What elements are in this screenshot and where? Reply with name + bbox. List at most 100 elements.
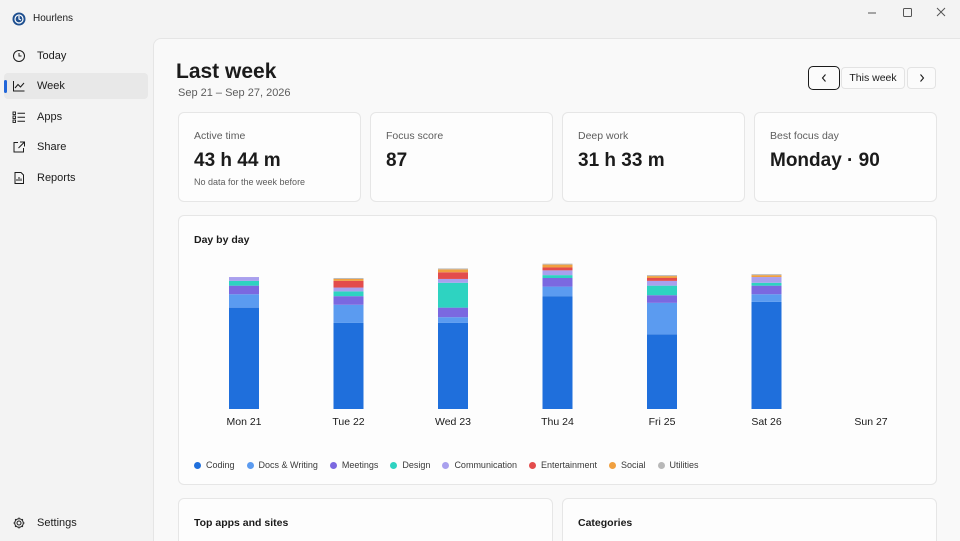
legend-label: Meetings bbox=[341, 460, 379, 470]
stat-card-best-focus-day: Best focus day Monday · 90 bbox=[754, 112, 937, 202]
sidebar-item-label: Apps bbox=[37, 111, 63, 123]
legend-label: Entertainment bbox=[540, 460, 597, 470]
bar-segment-coding-wed-23[interactable] bbox=[438, 322, 468, 409]
bar-segment-coding-thu-24[interactable] bbox=[542, 296, 573, 409]
stat-label: Active time bbox=[194, 130, 246, 142]
bar-segment-coding-fri-25[interactable] bbox=[647, 334, 677, 409]
bar-segment-entertainment-tue-22[interactable] bbox=[333, 280, 364, 288]
sidebar-item-label: Week bbox=[37, 80, 65, 92]
sidebar-item-apps[interactable]: Apps bbox=[4, 104, 148, 130]
sidebar-item-today[interactable]: Today bbox=[4, 43, 148, 69]
bar-segment-design-fri-25[interactable] bbox=[647, 285, 677, 296]
main-content: Last week Sep 21 – Sep 27, 2026 This wee… bbox=[153, 38, 960, 541]
bar-segment-coding-mon-21[interactable] bbox=[229, 307, 259, 409]
stat-note: No data for the week before bbox=[194, 177, 306, 187]
day-by-day-card: Day by day Mon 21 Tue 22 Wed 23 Thu 24 Fri 2… bbox=[178, 215, 937, 485]
bar-segment-docs-writing-tue-22[interactable] bbox=[333, 304, 364, 323]
stat-label: Focus score bbox=[386, 130, 444, 142]
bar-segment-social-thu-24[interactable] bbox=[542, 264, 573, 268]
sidebar-item-reports[interactable]: Reports bbox=[4, 165, 148, 191]
bar-segment-communication-wed-23[interactable] bbox=[438, 278, 468, 283]
active-indicator bbox=[4, 80, 7, 93]
sidebar-item-week[interactable]: Week bbox=[4, 73, 148, 99]
bar-segment-meetings-mon-21[interactable] bbox=[229, 285, 259, 295]
legend-item: Communication bbox=[442, 460, 517, 470]
legend-label: Utilities bbox=[669, 460, 699, 470]
sidebar-item-label: Reports bbox=[37, 172, 76, 184]
legend-swatch bbox=[442, 461, 450, 469]
bar-segment-design-sat-26[interactable] bbox=[751, 282, 782, 286]
bar-segment-design-wed-23[interactable] bbox=[438, 282, 468, 308]
title-bar: Hourlens bbox=[0, 0, 960, 38]
sidebar-item-share[interactable]: Share bbox=[4, 134, 148, 160]
legend-swatch bbox=[390, 461, 398, 469]
this-week-button[interactable]: This week bbox=[841, 67, 905, 89]
bar-segment-entertainment-fri-25[interactable] bbox=[647, 277, 677, 281]
previous-week-button[interactable] bbox=[808, 66, 840, 90]
maximize-button[interactable] bbox=[897, 6, 917, 20]
legend-item: Coding bbox=[194, 460, 235, 470]
next-week-button[interactable] bbox=[907, 67, 936, 89]
bar-segment-utilities-thu-24[interactable] bbox=[542, 263, 573, 265]
report-icon bbox=[14, 172, 24, 184]
legend-item: Design bbox=[390, 460, 430, 470]
bar-segment-coding-tue-22[interactable] bbox=[333, 322, 364, 409]
stat-card-deep-work: Deep work 31 h 33 m bbox=[562, 112, 745, 202]
stat-value: 87 bbox=[386, 150, 408, 171]
bar-segment-meetings-sat-26[interactable] bbox=[751, 285, 782, 295]
bar-segment-meetings-thu-24[interactable] bbox=[542, 277, 573, 287]
bar-segment-design-mon-21[interactable] bbox=[229, 280, 259, 286]
bar-segment-design-thu-24[interactable] bbox=[542, 275, 573, 278]
bar-segment-communication-fri-25[interactable] bbox=[647, 280, 677, 286]
bar-segment-docs-writing-fri-25[interactable] bbox=[647, 302, 677, 335]
bar-segment-docs-writing-mon-21[interactable] bbox=[229, 294, 259, 308]
bar-segment-social-sat-26[interactable] bbox=[751, 275, 782, 278]
x-tick-label: Tue 22 bbox=[332, 416, 365, 428]
bar-segment-social-wed-23[interactable] bbox=[438, 269, 468, 273]
bar-segment-design-tue-22[interactable] bbox=[333, 291, 364, 297]
bar-segment-meetings-wed-23[interactable] bbox=[438, 307, 468, 318]
legend-swatch bbox=[329, 461, 337, 469]
bar-segment-social-tue-22[interactable] bbox=[333, 278, 364, 281]
bar-segment-docs-writing-thu-24[interactable] bbox=[542, 286, 573, 297]
legend-label: Social bbox=[621, 460, 646, 470]
bar-segment-utilities-wed-23[interactable] bbox=[438, 268, 468, 270]
bar-segment-coding-sat-26[interactable] bbox=[751, 301, 782, 409]
sidebar-item-label: Share bbox=[37, 141, 67, 153]
x-tick-label: Fri 25 bbox=[648, 416, 676, 428]
close-button[interactable] bbox=[931, 6, 951, 20]
chart-legend: Coding Docs & Writing Meetings Design Commun… bbox=[194, 458, 711, 472]
bar-segment-communication-mon-21[interactable] bbox=[229, 277, 259, 281]
bar-segment-meetings-fri-25[interactable] bbox=[647, 295, 677, 303]
sidebar-item-label: Today bbox=[37, 50, 67, 62]
legend-label: Design bbox=[402, 460, 431, 470]
legend-swatch bbox=[657, 461, 665, 469]
gear-icon bbox=[13, 517, 25, 529]
bar-segment-communication-sat-26[interactable] bbox=[751, 277, 782, 283]
x-tick-label: Mon 21 bbox=[226, 416, 262, 428]
date-range: Sep 21 – Sep 27, 2026 bbox=[178, 87, 291, 99]
bar-segment-entertainment-thu-24[interactable] bbox=[542, 267, 573, 271]
bar-segment-docs-writing-sat-26[interactable] bbox=[751, 294, 782, 302]
page-title: Last week bbox=[176, 60, 277, 83]
bar-segment-communication-thu-24[interactable] bbox=[542, 270, 573, 276]
bar-segment-communication-tue-22[interactable] bbox=[333, 287, 364, 292]
card-title: Day by day bbox=[194, 234, 250, 246]
bar-segment-meetings-tue-22[interactable] bbox=[333, 296, 364, 305]
bar-segment-utilities-sat-26[interactable] bbox=[751, 274, 782, 276]
bar-segment-social-fri-25[interactable] bbox=[647, 276, 677, 278]
sidebar-item-settings[interactable]: Settings bbox=[4, 510, 148, 536]
bar-segment-entertainment-wed-23[interactable] bbox=[438, 272, 468, 279]
bar-segment-utilities-fri-25[interactable] bbox=[647, 275, 677, 277]
clock-icon bbox=[13, 50, 25, 62]
app-logo-icon bbox=[12, 12, 26, 26]
maximize-icon bbox=[903, 8, 912, 17]
legend-item: Docs & Writing bbox=[246, 460, 318, 470]
minimize-button[interactable] bbox=[862, 6, 882, 20]
legend-swatch bbox=[194, 461, 201, 469]
list-icon bbox=[12, 111, 25, 123]
bar-segment-docs-writing-wed-23[interactable] bbox=[438, 317, 468, 323]
x-tick-label: Sat 26 bbox=[751, 416, 782, 428]
stat-value: Monday · 90 bbox=[770, 150, 880, 171]
bar-segment-utilities-tue-22[interactable] bbox=[333, 277, 364, 279]
